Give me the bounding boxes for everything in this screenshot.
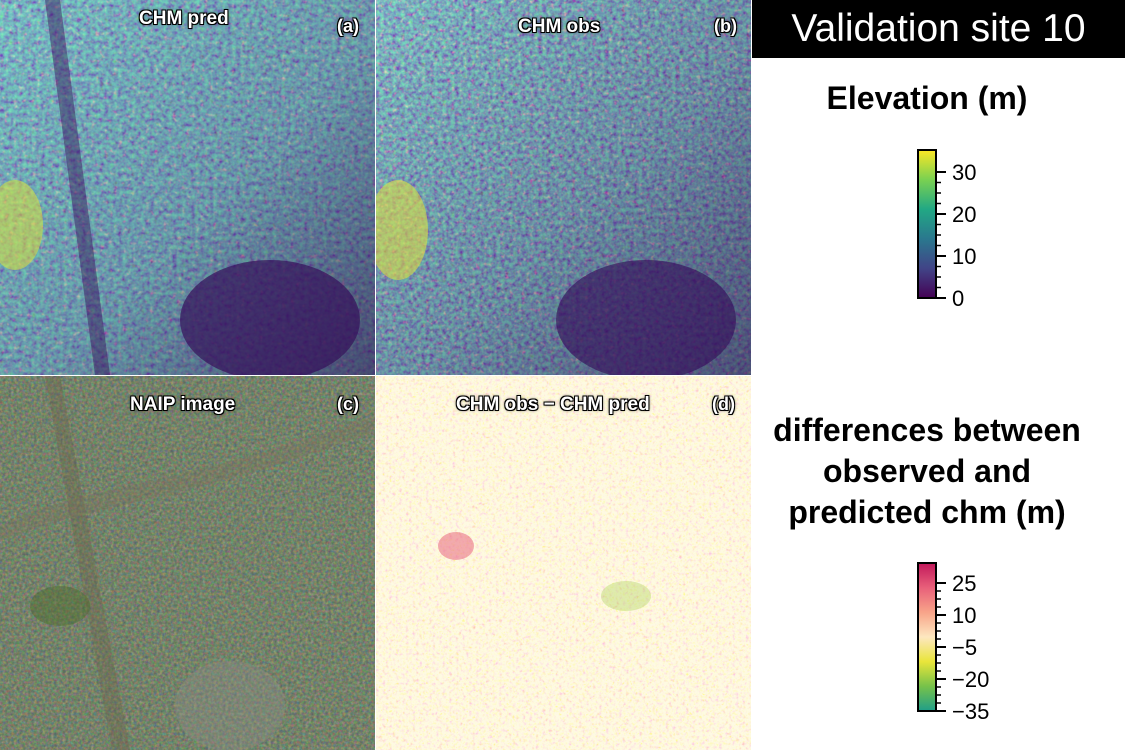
- chm-difference-panel: CHM obs − CHM pred (d): [376, 376, 751, 750]
- panel-letter: (b): [714, 16, 737, 36]
- chm-difference-map: [376, 376, 751, 750]
- panel-title: CHM pred: [139, 8, 229, 29]
- chm-obs-panel: CHM obs (b): [376, 0, 751, 375]
- chm-pred-panel: CHM pred (a): [0, 0, 375, 375]
- elevation-colorbar-ticks: 30 20 10 0: [936, 160, 976, 311]
- colorbar-tick-label: −20: [952, 667, 989, 692]
- naip-image-panel: NAIP image (c): [0, 376, 375, 750]
- chm-pred-map: [0, 0, 375, 375]
- difference-legend-title-line: differences between: [773, 412, 1081, 448]
- site-title: Validation site 10: [752, 0, 1125, 58]
- colorbar-tick-label: −35: [952, 699, 989, 724]
- panel-title: NAIP image: [130, 394, 236, 415]
- elevation-legend-title: Elevation (m): [826, 80, 1028, 116]
- panel-letter: (a): [337, 16, 359, 36]
- colorbar-tick-label: −5: [952, 635, 977, 660]
- panel-letter: (d): [712, 394, 735, 414]
- colorbar-tick-label: 25: [952, 571, 976, 596]
- difference-colorbar-ramp: [917, 562, 937, 712]
- difference-colorbar-ticks: 25 10 −5 −20 −35: [936, 571, 989, 724]
- difference-legend-title-line: predicted chm (m): [788, 494, 1066, 530]
- panel-letter: (c): [337, 394, 359, 414]
- difference-legend-title-line: observed and: [822, 453, 1032, 489]
- colorbar-tick-label: 30: [952, 160, 976, 185]
- difference-colorbar-minor-ticks: [936, 582, 941, 712]
- naip-image-map: [0, 376, 375, 750]
- elevation-colorbar: 30 20 10 0: [917, 149, 976, 311]
- panel-title: CHM obs: [518, 16, 601, 37]
- colorbar-tick-label: 10: [952, 603, 976, 628]
- colorbar-tick-label: 0: [952, 286, 964, 311]
- chm-obs-map: [376, 0, 751, 375]
- elevation-colorbar-ramp: [917, 149, 937, 299]
- colorbar-tick-label: 20: [952, 202, 976, 227]
- colorbar-tick-label: 10: [952, 244, 976, 269]
- panel-title: CHM obs − CHM pred: [456, 394, 650, 415]
- difference-colorbar: 25 10 −5 −20 −35: [917, 562, 989, 724]
- difference-legend-title: differences between observed and predict…: [752, 410, 1102, 533]
